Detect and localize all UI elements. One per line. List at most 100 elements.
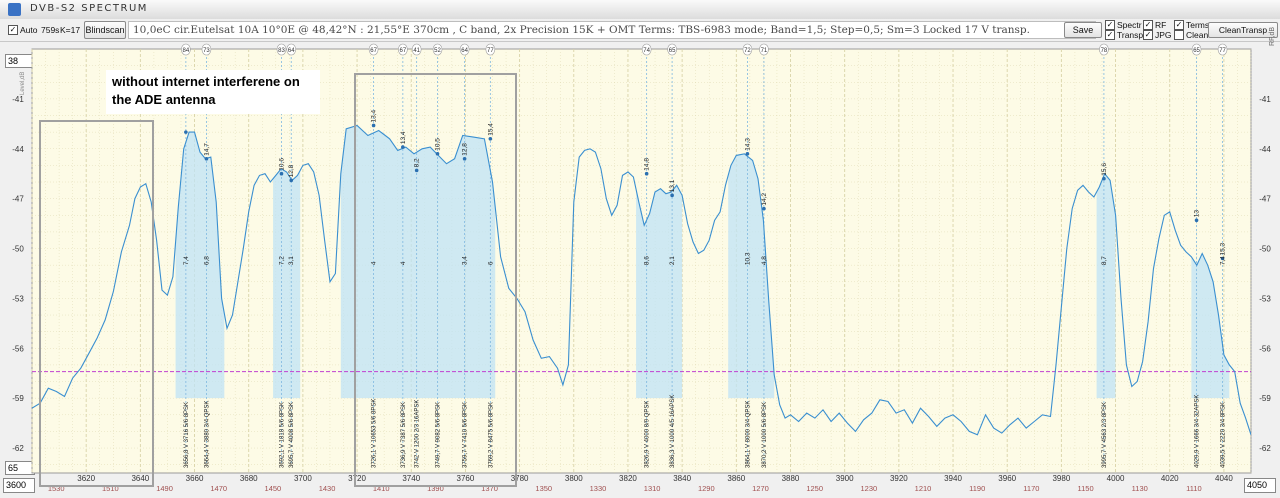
transponder-snr-label: 7,4 [1220, 256, 1227, 265]
transponder-number-badge [181, 43, 191, 56]
transponder-peak-dot [184, 130, 188, 134]
transponder-peak-dot [670, 193, 674, 198]
x-tick-label: 3700 [294, 474, 312, 483]
if-tick-label: 1330 [590, 484, 607, 493]
transponder-number-badge [459, 43, 470, 56]
x-tick-label: 3900 [836, 474, 854, 483]
if-tick-label: 1410 [373, 484, 390, 493]
transponder-snr-label: 4,8 [761, 256, 768, 265]
transponder-number-badge [1191, 43, 1202, 56]
transponder-info-label: 3664,4 V 3880 3/4 QPSK [204, 401, 210, 468]
transponder-level-label: 15,3 [1220, 242, 1227, 255]
transponder-snr-label: 7,4 [183, 256, 190, 265]
spectr-label: Spectr [1117, 20, 1142, 30]
if-tick-label: 1430 [319, 484, 336, 493]
status-line: 10,0eC cir.Eutelsat 10A 10°0E @ 48,42°N … [128, 21, 1096, 39]
x-tick-label: 3880 [782, 474, 800, 483]
transponder-info-label: 3749,7 V 9082 5/6 8PSK [436, 402, 442, 468]
y-tick-label-left: -50 [12, 245, 24, 254]
transponder-number-badge [398, 43, 408, 56]
y-tick-label-right: -47 [1259, 195, 1271, 204]
transponder-snr-label: 4 [400, 261, 407, 265]
transponder-number: 83 [278, 48, 285, 54]
blindscan-button[interactable]: Blindscan [84, 21, 126, 39]
y-tick-label-left: -59 [12, 394, 24, 403]
transponder-number-badge [759, 43, 769, 56]
transponder-snr-label: 6,8 [203, 256, 210, 265]
spectrum-trace [32, 124, 1251, 436]
jpg-checkbox[interactable]: ✓ JPG [1143, 30, 1172, 40]
transponder-number-badge [411, 43, 422, 56]
k-value: K=17 [60, 25, 81, 35]
transp-label: Transp. [1117, 30, 1146, 40]
transponder-peak-dot [1194, 218, 1199, 223]
x-start-input[interactable]: 3600 [3, 478, 35, 493]
transponder-number-badge [1099, 43, 1109, 56]
x-tick-label: 3860 [727, 474, 745, 483]
x-tick-label: 3940 [944, 474, 962, 483]
check-icon: ✓ [1143, 30, 1153, 40]
if-tick-label: 1530 [48, 484, 65, 493]
save-button[interactable]: Save [1064, 22, 1102, 38]
x-tick-label: 3620 [77, 474, 95, 483]
transponder-number: 52 [434, 48, 441, 54]
highlight-box-center [354, 73, 517, 487]
transponder-number: 41 [413, 48, 420, 54]
transponder-number-badge [742, 43, 753, 56]
transponder-level-label: 12,8 [288, 164, 295, 177]
transp-checkbox[interactable]: ✓ Transp. [1105, 30, 1146, 40]
transponder-level-label: 15,4 [487, 123, 494, 136]
axes: -41 -41 -44 -44 -47 -47 -50 -50 -53 -53 -56 -56 -59 -… [12, 95, 1271, 493]
auto-label: Auto [20, 25, 38, 35]
transponder-level-label: 13,4 [400, 131, 407, 144]
transponder-band-fill [175, 132, 225, 399]
transponder-peak-dot [762, 206, 766, 211]
transponder-level-label: 13,1 [669, 179, 676, 192]
transponder-peak-dot [435, 151, 440, 156]
app-icon [8, 3, 21, 16]
unchecked-box-icon [1174, 30, 1184, 40]
transponder-info-label: 3736,9 V 7387 5/6 8PSK [401, 402, 407, 468]
transponder-info-label: 3759,7 V 7410 5/6 8PSK [463, 402, 469, 468]
transponder-info-label: 4029,9 V 1666 3/4 32APSK [1195, 395, 1201, 468]
transponder-number: 67 [370, 48, 377, 54]
transponder-number: 64 [288, 48, 295, 54]
annotation-note: without internet interferene on the ADE … [106, 70, 320, 114]
transponder-markers [185, 57, 1223, 465]
x-tick-label: 3820 [619, 474, 637, 483]
clean-label: Clean [1186, 30, 1209, 40]
rf-checkbox[interactable]: ✓ RF [1143, 20, 1166, 30]
transponder-level-label: 15,6 [1101, 163, 1108, 176]
transponder-peak-dot [289, 178, 294, 183]
x-end-input[interactable]: 4050 [1244, 478, 1276, 493]
transponder-level-label: 13 [1194, 210, 1201, 218]
x-tick-label: 3720 [348, 474, 366, 483]
spectr-checkbox[interactable]: ✓ Spectr [1105, 20, 1142, 30]
jpg-label: JPG [1155, 30, 1172, 40]
y-tick-label-right: -59 [1259, 394, 1271, 403]
if-tick-label: 1130 [1132, 484, 1148, 493]
transponder-number-badge [667, 43, 677, 56]
clean-transp-button[interactable]: CleanTransp [1208, 22, 1278, 38]
if-tick-label: 1250 [806, 484, 823, 493]
y-tick-label-left: -53 [12, 294, 24, 303]
transponder-level-label: 14,8 [644, 158, 651, 171]
transponder-info-label: 3695,7 V 4008 5/6 8PSK [289, 402, 295, 468]
transponder-peak-dot [204, 156, 209, 161]
auto-checkbox[interactable]: ✓ Auto [8, 25, 38, 35]
transponder-snr-label: 4 [371, 261, 378, 265]
transponder-level-label: 14,7 [203, 143, 210, 156]
y-tick-label-left: -44 [12, 145, 24, 154]
transponder-labels: 84 3656,8 V 3716 5/6 8PSK 7,4 73 3664,4 V 38… [181, 43, 1228, 468]
terms-checkbox[interactable]: ✓ Terms [1174, 20, 1209, 30]
x-tick-label: 3840 [673, 474, 691, 483]
clean-checkbox[interactable]: Clean [1174, 30, 1208, 40]
transponder-fills [175, 125, 1230, 399]
y-tick-label-right: -53 [1259, 294, 1271, 303]
if-tick-label: 1170 [1023, 484, 1039, 493]
y-tick-label-left: -47 [12, 195, 24, 204]
transponder-peak-dot [1102, 176, 1106, 181]
check-icon: ✓ [1174, 20, 1184, 30]
y-tick-label-right: -44 [1259, 145, 1271, 154]
x-tick-label: 4020 [1161, 474, 1179, 483]
